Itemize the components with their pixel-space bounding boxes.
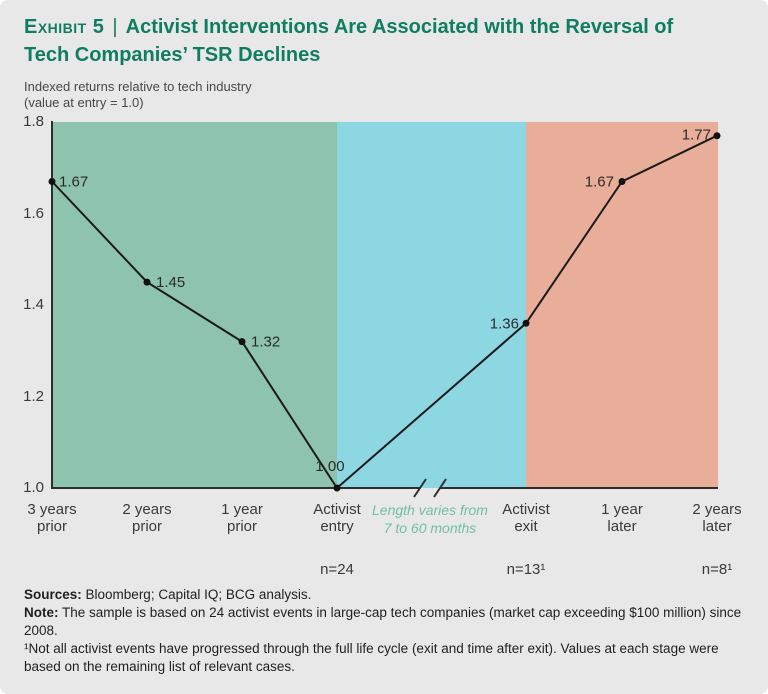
sample-size-label: n=24 <box>320 561 354 578</box>
note-label: Note: <box>24 605 59 620</box>
axis-break-note: Length varies from 7 to 60 months <box>372 502 488 536</box>
sources-note: Sources: Bloomberg; Capital IQ; BCG anal… <box>24 587 312 602</box>
exhibit-header: Exhibit 5 | Activist Interventions Are Ass… <box>24 13 752 111</box>
title-text-1: Activist Interventions Are Associated wi… <box>125 16 674 38</box>
phase-region-0 <box>52 122 337 488</box>
title-separator: | <box>112 16 118 38</box>
x-axis-category-label: Activist entry <box>313 501 361 535</box>
sources-label: Sources: <box>24 587 82 602</box>
x-axis-category-label: 1 year prior <box>221 501 263 535</box>
y-axis-tick-label: 1.0 <box>23 479 44 496</box>
x-axis-category-label: 2 years prior <box>122 501 172 535</box>
title-text-2: Tech Companies’ TSR Declines <box>24 44 321 66</box>
title-line-1: Exhibit 5 | Activist Interventions Are Ass… <box>24 13 752 41</box>
exhibit-label: Exhibit 5 <box>24 16 105 38</box>
phase-region-1 <box>337 122 526 488</box>
chart-subtitle: Indexed returns relative to tech industr… <box>24 79 752 111</box>
x-axis-category-label: 1 year later <box>601 501 643 535</box>
sample-note: Note: The sample is based on 24 activist… <box>24 605 742 638</box>
sample-size-label: n=8¹ <box>701 561 733 578</box>
x-axis-category-label: 2 years later <box>692 501 742 535</box>
exhibit-footnotes: Sources: Bloomberg; Capital IQ; BCG anal… <box>24 586 746 676</box>
phase-region-2 <box>526 122 718 488</box>
x-axis-category-label: Activist exit <box>502 501 550 535</box>
subtitle-line-1: Indexed returns relative to tech industr… <box>24 79 252 94</box>
y-axis-tick-label: 1.6 <box>23 204 44 222</box>
sample-size-label: n=13¹ <box>506 561 546 578</box>
x-axis-category-label: 3 years prior <box>27 501 77 535</box>
subtitle-line-2: (value at entry = 1.0) <box>24 95 144 110</box>
y-axis-tick-label: 1.8 <box>23 113 44 130</box>
exhibit-title: Exhibit 5 | Activist Interventions Are Ass… <box>24 13 752 69</box>
y-axis-tick-label: 1.2 <box>23 387 44 405</box>
lifecycle-footnote: ¹Not all activist events have progressed… <box>24 641 719 674</box>
y-axis-tick-label: 1.4 <box>23 296 44 313</box>
